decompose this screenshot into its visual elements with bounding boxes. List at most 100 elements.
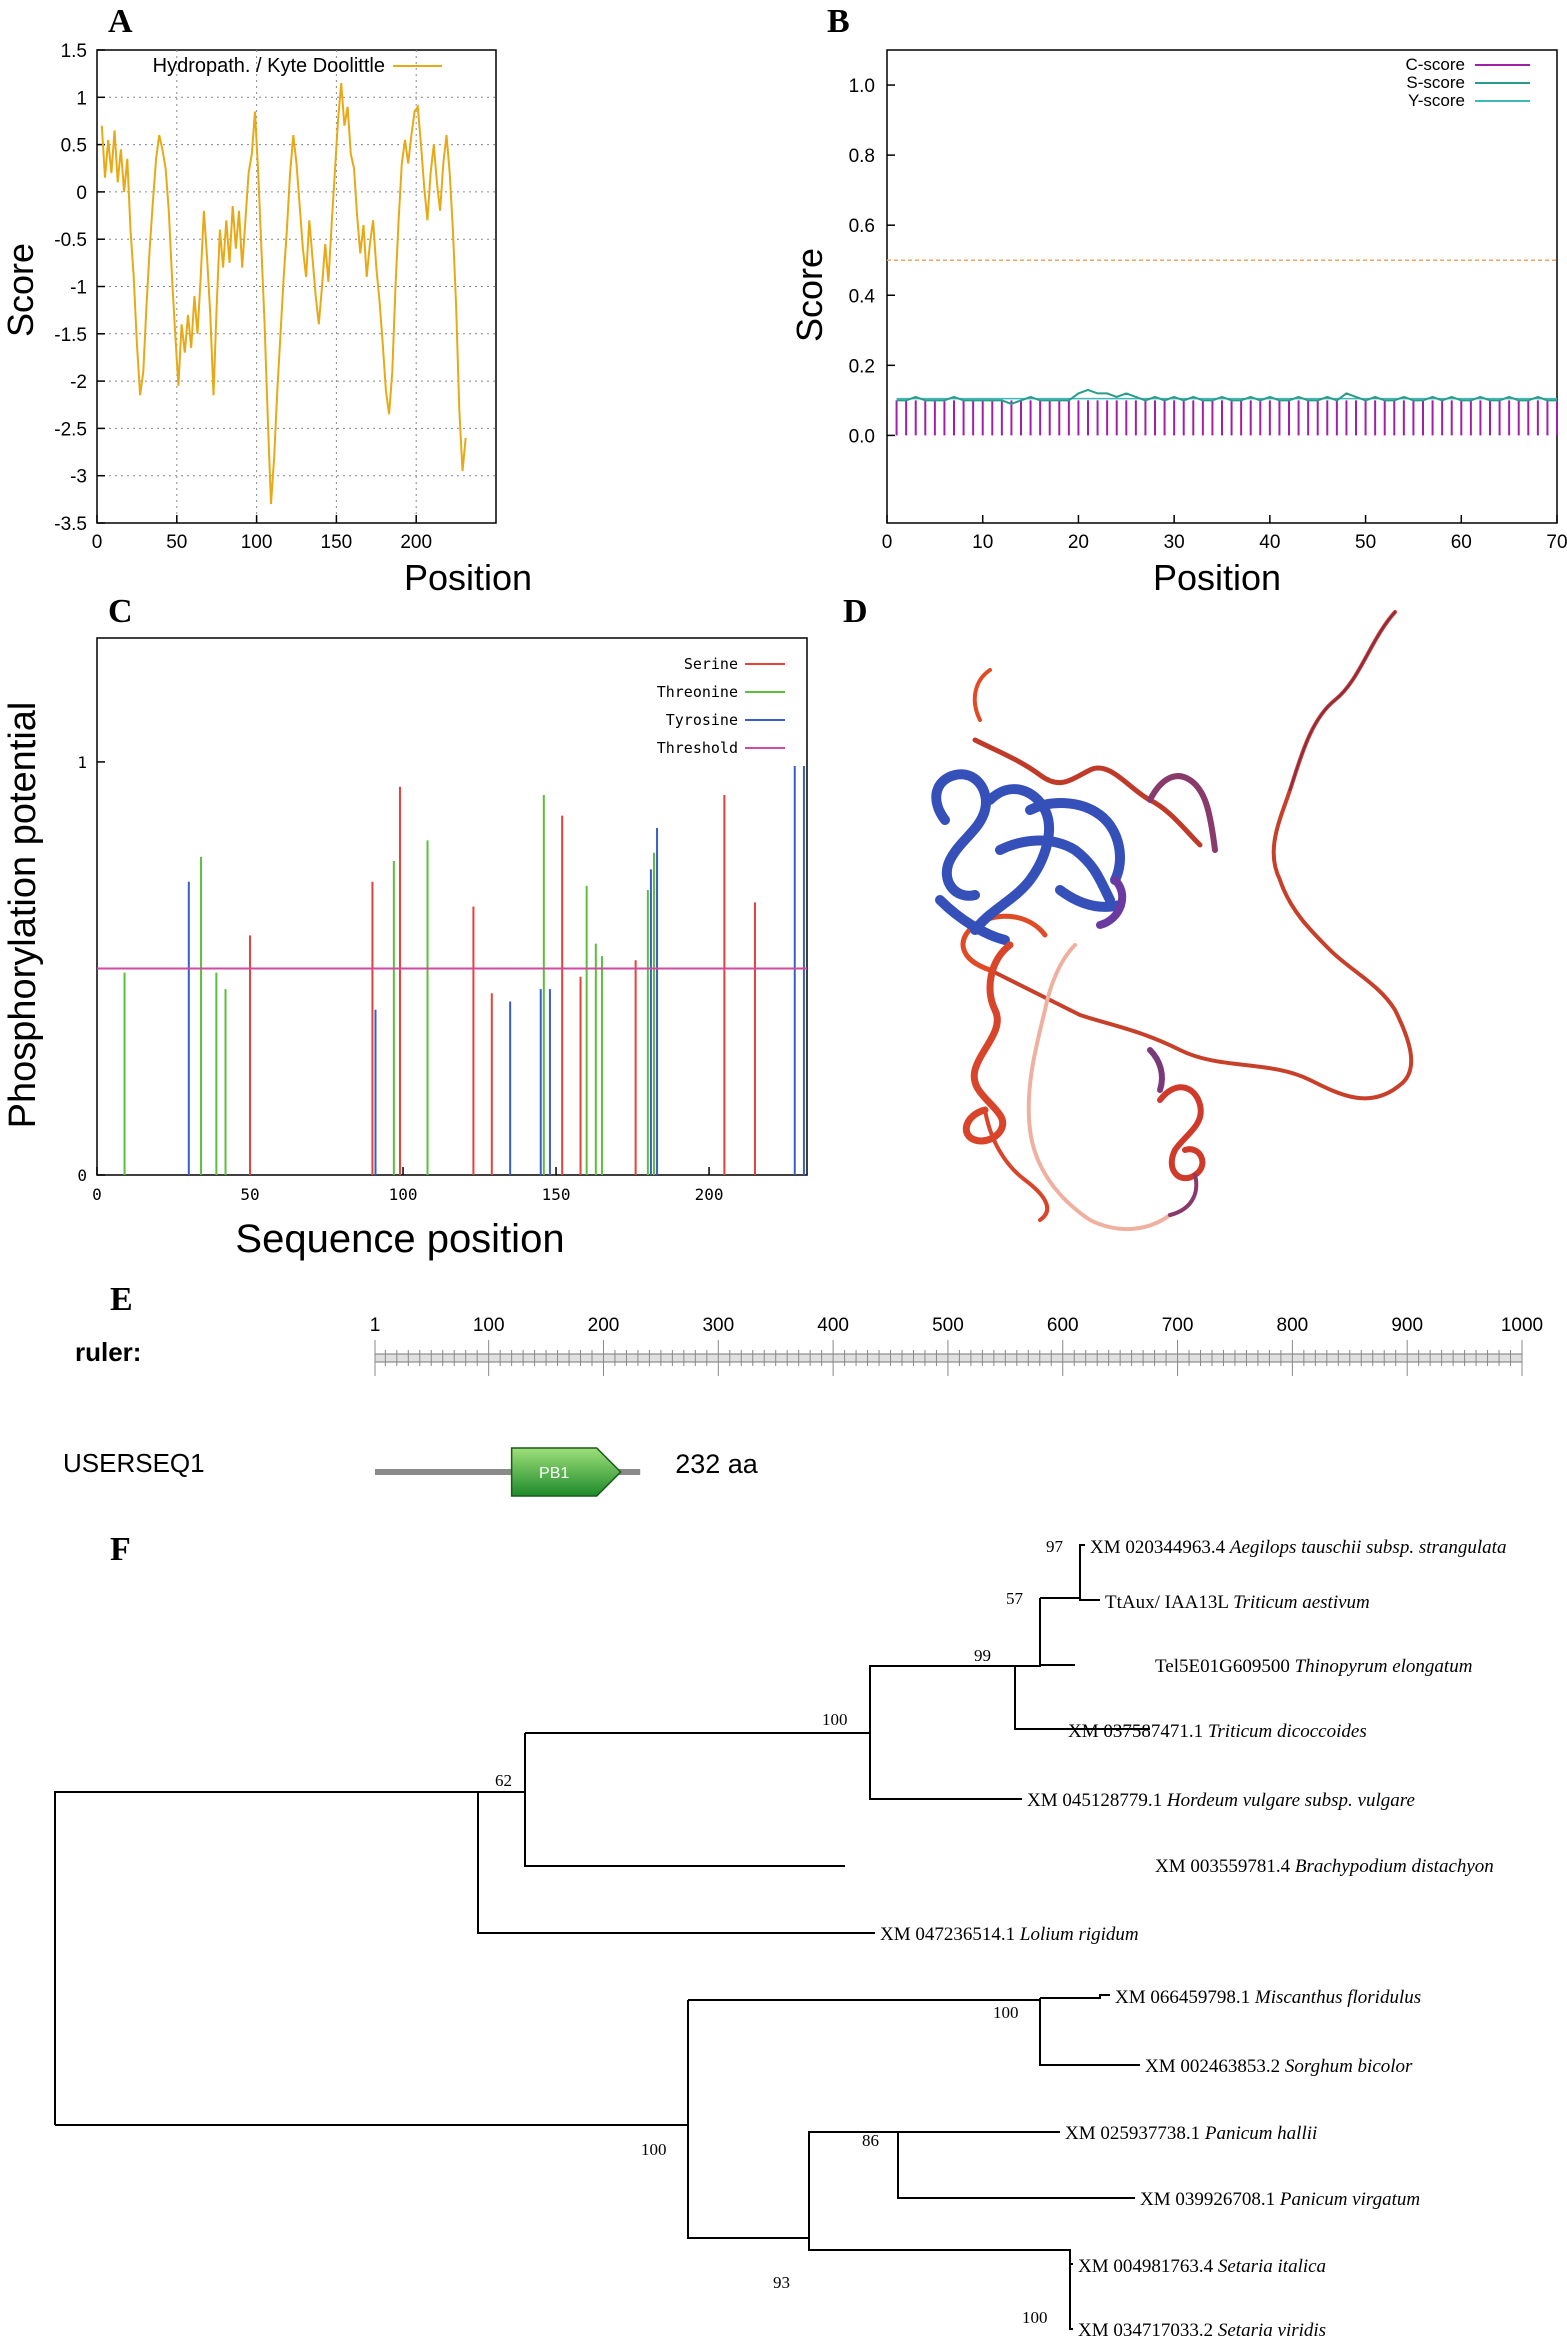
tip-label: XM 004981763.4 Setaria italica bbox=[1078, 2256, 1326, 2277]
ruler: 1 100 200 300 400 500 600 700 800 900 1000 bbox=[370, 1315, 1543, 1376]
tip-label: XM 002463853.2 Sorghum bicolor bbox=[1145, 2056, 1413, 2077]
tip-label: XM 066459798.1 Miscanthus floridulus bbox=[1115, 1987, 1421, 2008]
chart-b-ticks: 0 10 20 30 40 50 60 70 1.0 0.8 0.6 0.4 0.2 0.0 bbox=[849, 76, 1567, 553]
x-tick-label: 0 bbox=[882, 532, 893, 553]
sequence-track: PB1 bbox=[375, 1447, 641, 1497]
panel-c-label: C bbox=[108, 593, 133, 630]
x-tick-label: 0 bbox=[92, 1185, 102, 1204]
legend-c-score: C-score bbox=[1405, 55, 1465, 74]
x-tick-label: 150 bbox=[542, 1185, 571, 1204]
ruler-tick-label: 300 bbox=[702, 1315, 734, 1336]
y-tick-label: -3 bbox=[70, 467, 87, 488]
bootstrap-label: 100 bbox=[822, 1710, 848, 1729]
legend-y-score: Y-score bbox=[1408, 91, 1465, 110]
x-tick-label: 20 bbox=[1068, 532, 1089, 553]
panel-a-label: A bbox=[108, 3, 133, 40]
bootstrap-label: 100 bbox=[1022, 2308, 1048, 2327]
chart-c-xlabel: Sequence position bbox=[235, 1217, 564, 1261]
x-tick-label: 60 bbox=[1451, 532, 1472, 553]
x-tick-label: 200 bbox=[695, 1185, 724, 1204]
ruler-tick-label: 1 bbox=[370, 1315, 381, 1336]
chart-b-xlabel: Position bbox=[1153, 557, 1281, 598]
chart-b-ylabel: Score bbox=[789, 248, 830, 342]
bootstrap-label: 100 bbox=[641, 2140, 667, 2159]
chart-c-legend: Serine Threonine Tyrosine Threshold bbox=[657, 655, 785, 757]
tip-label: XM 003559781.4 Brachypodium distachyon bbox=[1155, 1856, 1494, 1877]
chart-c-ylabel: Phosphorylation potential bbox=[2, 702, 44, 1129]
y-tick-label: -3.5 bbox=[54, 514, 87, 535]
x-tick-label: 0 bbox=[92, 532, 103, 553]
tree-tip-labels: XM 020344963.4 Aegilops tauschii subsp. … bbox=[880, 1537, 1506, 2338]
panel-d: D bbox=[843, 593, 1414, 1232]
chart-b-legend: C-score S-score Y-score bbox=[1405, 55, 1530, 110]
tip-label: XM 025937738.1 Panicum hallii bbox=[1065, 2123, 1317, 2144]
ruler-tick-label: 400 bbox=[817, 1315, 849, 1336]
y-tick-label: 0 bbox=[77, 1166, 87, 1185]
x-tick-label: 150 bbox=[321, 532, 353, 553]
tree-branches bbox=[54, 1544, 1150, 2330]
chart-a-ticks: 0 50 100 150 200 1.5 1 0.5 0 -0.5 -1 -1.5 -2 -2.5 -3 -3… bbox=[54, 41, 432, 553]
tip-label: XM 037587471.1 Triticum dicoccoides bbox=[1068, 1721, 1367, 1742]
bootstrap-label: 100 bbox=[993, 2003, 1019, 2022]
y-tick-label: 1.0 bbox=[849, 76, 875, 97]
panel-c: C 0 50 100 150 200 1 0 Serine Threonine Tyrosi… bbox=[2, 593, 808, 1261]
chart-a-legend-label: Hydropath. / Kyte Doolittle bbox=[153, 55, 385, 77]
y-tick-label: 1 bbox=[77, 753, 87, 772]
pb1-domain bbox=[510, 1447, 622, 1497]
x-tick-label: 100 bbox=[389, 1185, 418, 1204]
legend-serine: Serine bbox=[684, 655, 738, 673]
chart-a-grid bbox=[97, 50, 496, 523]
y-tick-label: -0.5 bbox=[54, 230, 87, 251]
sequence-length-label: 232 aa bbox=[675, 1449, 759, 1479]
legend-threonine: Threonine bbox=[657, 683, 738, 701]
y-tick-label: 0.8 bbox=[849, 146, 875, 167]
x-tick-label: 50 bbox=[1355, 532, 1376, 553]
y-tick-label: 1.5 bbox=[61, 41, 87, 62]
y-tick-label: 0.4 bbox=[849, 286, 876, 307]
y-tick-label: 0.2 bbox=[849, 356, 875, 377]
panel-e: E ruler: 1 100 200 300 400 500 600 700 800 900 100… bbox=[63, 1281, 1543, 1497]
tip-label: Tel5E01G609500 Thinopyrum elongatum bbox=[1155, 1656, 1472, 1677]
panel-b: B 0 10 20 30 40 50 60 70 1.0 0.8 0.6 0.4 0.2 0.0 C-sc… bbox=[789, 3, 1567, 598]
tip-label: XM 020344963.4 Aegilops tauschii subsp. … bbox=[1090, 1537, 1506, 1558]
legend-s-score: S-score bbox=[1406, 73, 1465, 92]
panel-e-label: E bbox=[110, 1281, 133, 1318]
ruler-tick-label: 800 bbox=[1277, 1315, 1309, 1336]
y-tick-label: 0.0 bbox=[849, 426, 875, 447]
y-tick-label: 1 bbox=[76, 88, 87, 109]
bootstrap-label: 57 bbox=[1006, 1589, 1024, 1608]
panel-d-label: D bbox=[843, 593, 868, 630]
ruler-tick-label: 600 bbox=[1047, 1315, 1079, 1336]
panel-b-label: B bbox=[827, 3, 850, 40]
x-tick-label: 50 bbox=[166, 532, 187, 553]
ruler-tick-label: 1000 bbox=[1501, 1315, 1543, 1336]
x-tick-label: 30 bbox=[1164, 532, 1185, 553]
phosphorylation-bars bbox=[123, 766, 805, 1175]
y-tick-label: 0.5 bbox=[61, 136, 87, 157]
x-tick-label: 40 bbox=[1259, 532, 1280, 553]
panel-f-label: F bbox=[110, 1531, 131, 1568]
chart-c-ticks: 0 50 100 150 200 1 0 bbox=[77, 753, 723, 1204]
ruler-tick-label: 700 bbox=[1162, 1315, 1194, 1336]
bootstrap-label: 62 bbox=[495, 1771, 512, 1790]
x-tick-label: 70 bbox=[1546, 532, 1567, 553]
bootstrap-label: 86 bbox=[862, 2131, 879, 2150]
tip-label: XM 039926708.1 Panicum virgatum bbox=[1140, 2189, 1420, 2210]
x-tick-label: 50 bbox=[240, 1185, 259, 1204]
ruler-tick-label: 200 bbox=[588, 1315, 620, 1336]
y-tick-label: -1.5 bbox=[54, 325, 87, 346]
y-tick-label: 0 bbox=[76, 183, 87, 204]
chart-a-xlabel: Position bbox=[404, 557, 532, 598]
chart-c-frame bbox=[96, 637, 808, 1176]
tip-label: XM 034717033.2 Setaria viridis bbox=[1078, 2320, 1326, 2338]
y-tick-label: 0.6 bbox=[849, 216, 875, 237]
s-score-line bbox=[896, 388, 1557, 405]
chart-b-frame bbox=[886, 49, 1558, 524]
bootstrap-values: 97 57 99 100 62 100 86 100 93 100 bbox=[495, 1537, 1064, 2327]
x-tick-label: 10 bbox=[972, 532, 993, 553]
bootstrap-label: 93 bbox=[773, 2273, 790, 2292]
tip-label: XM 047236514.1 Lolium rigidum bbox=[880, 1924, 1139, 1945]
ruler-tick-label: 100 bbox=[473, 1315, 505, 1336]
